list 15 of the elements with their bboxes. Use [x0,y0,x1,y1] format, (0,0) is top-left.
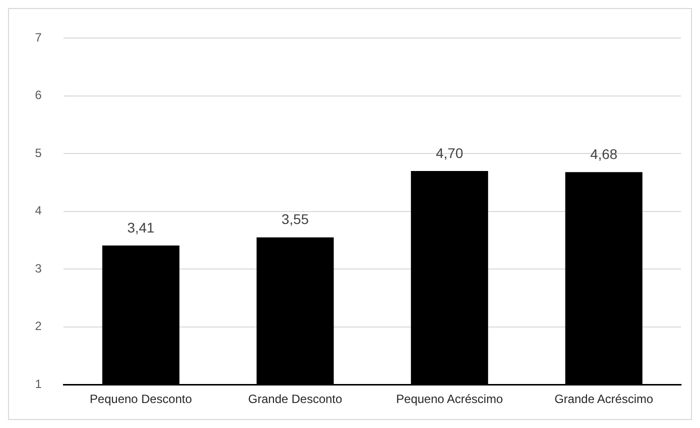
y-tick-label: 4 [34,204,42,218]
y-tick-label: 1 [34,376,42,391]
y-tick-label: 7 [34,30,42,45]
x-tick-label: Pequeno Desconto [90,392,192,406]
x-tick-label: Grande Desconto [248,392,343,406]
data-label: 4,68 [590,146,618,162]
y-tick-label: 2 [34,319,42,334]
data-label: 3,41 [127,219,155,236]
data-label: 4,70 [436,144,464,161]
data-label: 3,55 [282,211,310,228]
y-tick-label: 5 [34,146,42,160]
x-tick-label: Pequeno Acréscimo [396,392,504,406]
y-tick-label: 6 [34,88,42,102]
y-tick-label: 3 [34,261,42,276]
x-tick-label: Grande Acréscimo [554,392,654,406]
